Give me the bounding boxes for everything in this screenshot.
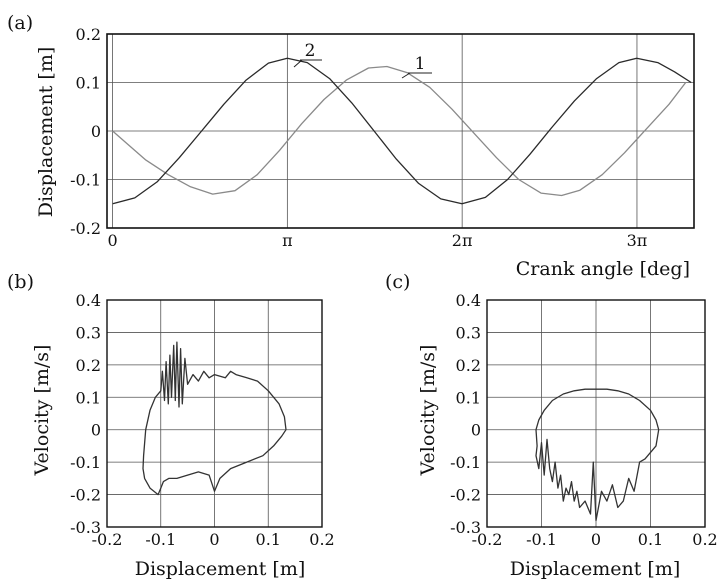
panel-c-y-tick-label: -0.2 — [450, 486, 481, 505]
panel-a-x-tick-label: 0 — [107, 231, 117, 250]
panel-a-y-tick-label: 0 — [91, 122, 101, 141]
panel-a-x-axis-label: Crank angle [deg] — [516, 258, 690, 280]
panel-c-y-tick-label: 0.2 — [456, 356, 481, 375]
panel-a-y-ticks: -0.2 -0.1 0 0.1 0.2 — [70, 25, 101, 238]
panel-b-x-tick-label: -0.2 — [92, 530, 123, 549]
panel-c-x-tick-label: 0.2 — [692, 530, 717, 549]
panel-c-grid — [486, 299, 706, 528]
panel-c-x-axis-label: Displacement [m] — [510, 558, 681, 580]
panel-a-grid — [107, 33, 694, 229]
panel-b-y-tick-label: -0.3 — [70, 518, 101, 537]
panel-a-y-tick-label: 0.1 — [76, 74, 101, 93]
panel-b-series-1-line — [142, 341, 287, 496]
panel-c-x-ticks: -0.2 -0.1 0 0.1 0.2 — [472, 530, 718, 549]
panel-c-y-tick-label: 0.1 — [456, 388, 481, 407]
panel-b-x-tick-label: -0.1 — [145, 530, 176, 549]
panel-a-curves — [112, 57, 692, 205]
panel-b-y-tick-label: 0 — [91, 421, 101, 440]
panel-b-y-tick-label: 0.4 — [76, 291, 101, 310]
panel-a-x-ticks: 0 π 2π 3π — [107, 231, 647, 250]
panel-c-y-tick-label: -0.1 — [450, 453, 481, 472]
panel-b: (b) -0.3-0.2-0.100.10.20.30.4 -0.2 -0.1 0 0… — [7, 271, 335, 580]
panel-c-curves — [535, 388, 660, 522]
panel-c-y-ticks: -0.3 -0.2 -0.1 0 0.1 0.2 0.3 0.4 — [450, 291, 481, 537]
series-1-label-leader — [401, 72, 411, 79]
panel-b-y-tick-label: 0.1 — [76, 388, 101, 407]
panel-b-x-tick-label: 0.2 — [309, 530, 334, 549]
panel-a-series-2-line — [112, 57, 692, 205]
panel-a-x-tick-label: 3π — [627, 231, 648, 250]
panel-c-x-tick-label: 0.1 — [638, 530, 663, 549]
panel-c-series-1-line — [535, 388, 660, 522]
panel-c-x-tick-label: 0 — [591, 530, 601, 549]
panel-c-x-tick-label: -0.1 — [526, 530, 557, 549]
panel-c-y-tick-label: -0.3 — [450, 518, 481, 537]
panel-b-curves — [142, 341, 287, 496]
panel-a: (a) -0.2 -0.1 0 0.1 0.2 0 π 2π 3π Displacement … — [7, 12, 695, 280]
panel-a-x-tick-label: π — [282, 231, 293, 250]
panel-a-y-tick-label: -0.2 — [70, 219, 101, 238]
panel-a-plot-frame — [106, 33, 695, 229]
panel-a-y-tick-label: 0.2 — [76, 25, 101, 44]
panel-b-y-tick-label: 0.3 — [76, 323, 101, 342]
panel-c-plot-frame — [486, 299, 706, 528]
series-2-label: 2 — [305, 41, 316, 61]
panel-b-y-tick-label: 0.2 — [76, 356, 101, 375]
series-2-label-leader — [293, 59, 303, 68]
panel-b-plot-frame — [106, 299, 323, 528]
panel-c: (c) -0.3-0.2-0.100.10.20.30.4 -0.2 -0.1 0 0… — [385, 271, 718, 580]
panel-c-y-tick-label: 0.4 — [456, 291, 481, 310]
panel-b-grid — [106, 299, 323, 528]
panel-c-y-tick-label: 0.3 — [456, 323, 481, 342]
panel-a-label: (a) — [7, 12, 33, 34]
panel-c-y-tick-label: 0 — [471, 421, 481, 440]
panel-b-y-ticks: -0.3 -0.2 -0.1 0 0.1 0.2 0.3 0.4 — [70, 291, 101, 537]
panel-b-y-tick-label: -0.1 — [70, 453, 101, 472]
panel-b-x-ticks: -0.2 -0.1 0 0.1 0.2 — [92, 530, 335, 549]
panel-a-series-1-line — [112, 65, 687, 197]
panel-a-y-tick-label: -0.1 — [70, 171, 101, 190]
panel-b-y-tick-label: -0.2 — [70, 486, 101, 505]
panel-a-y-axis-label: Displacement [m] — [35, 47, 57, 218]
panel-a-x-tick-label: 2π — [452, 231, 473, 250]
panel-b-x-axis-label: Displacement [m] — [135, 558, 306, 580]
panel-c-y-axis-label: Velocity [m/s] — [417, 345, 439, 477]
panel-b-y-axis-label: Velocity [m/s] — [31, 345, 53, 477]
panel-b-label: (b) — [7, 271, 34, 293]
panel-c-label: (c) — [385, 271, 410, 293]
panel-b-x-tick-label: 0 — [209, 530, 219, 549]
panel-b-x-tick-label: 0.1 — [256, 530, 281, 549]
panel-c-x-tick-label: -0.2 — [472, 530, 503, 549]
series-1-label: 1 — [415, 54, 426, 74]
